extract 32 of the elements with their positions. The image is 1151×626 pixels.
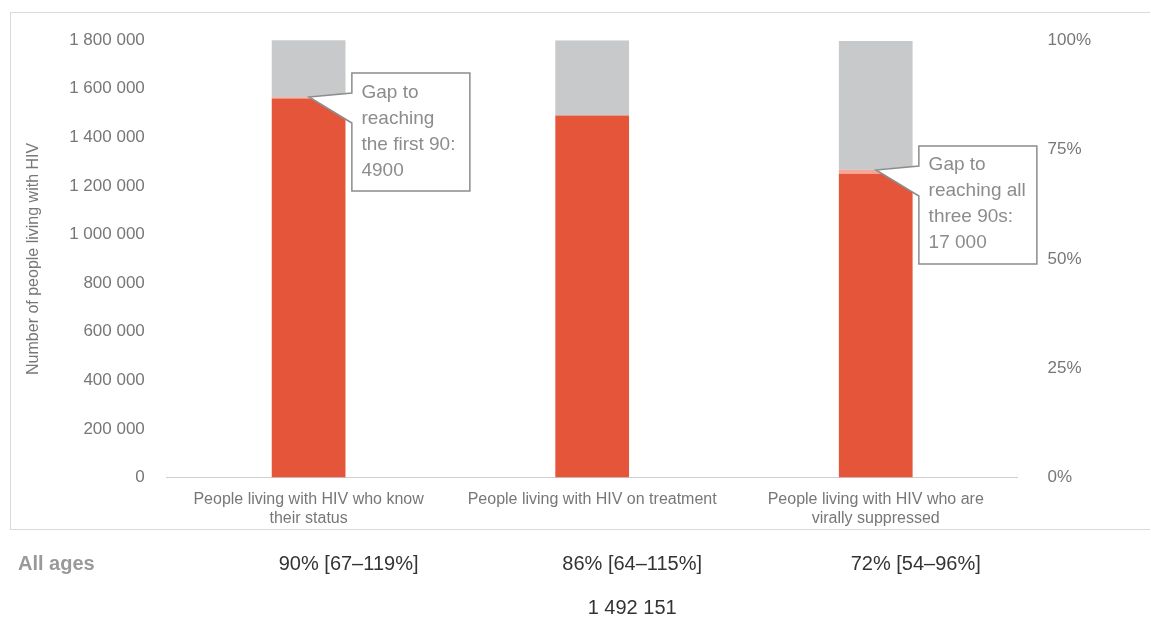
bar: [555, 115, 630, 478]
y2-tick-label: 50%: [1047, 248, 1082, 268]
x-tick-label: People living with HIV on treatment: [467, 489, 718, 507]
annotation: Gap to reaching all three 90s: 17 000: [928, 153, 1026, 253]
x-tick-label: People living with HIV who know their status: [193, 489, 425, 526]
bar: [555, 40, 630, 116]
y-tick-label: 1 000 000: [69, 224, 145, 244]
y-tick-label: 0: [135, 467, 145, 487]
text: 1 492 151: [587, 596, 677, 619]
y-tick-label: 1 200 000: [69, 175, 145, 195]
text: All ages: [18, 552, 95, 575]
y2-tick-label: 100%: [1047, 29, 1091, 49]
y2-tick-label: 0%: [1047, 467, 1073, 487]
text: 86% [64–115%]: [562, 552, 703, 575]
y-tick-label: 400 000: [83, 370, 145, 390]
y-tick-label: 1 800 000: [69, 29, 145, 49]
y-tick-label: 1 400 000: [69, 127, 145, 147]
y-tick-label: 600 000: [83, 321, 145, 341]
y-tick-label: 1 600 000: [69, 78, 145, 98]
bar: [838, 40, 913, 170]
annotation: Gap to reaching the first 90: 4900: [361, 81, 456, 181]
bar: [271, 40, 346, 98]
y-axis-title: Number of people living with HIV: [24, 142, 42, 375]
text: 90% [67–119%]: [278, 552, 419, 575]
y2-tick-label: 25%: [1047, 357, 1082, 377]
y-tick-label: 800 000: [83, 272, 145, 292]
text: 72% [54–96%]: [850, 552, 981, 575]
y-tick-label: 200 000: [83, 418, 145, 438]
bar: [838, 173, 913, 478]
bar: [271, 98, 346, 478]
x-tick-label: People living with HIV who are virally suppressed: [767, 489, 984, 526]
y2-tick-label: 75%: [1047, 139, 1082, 159]
